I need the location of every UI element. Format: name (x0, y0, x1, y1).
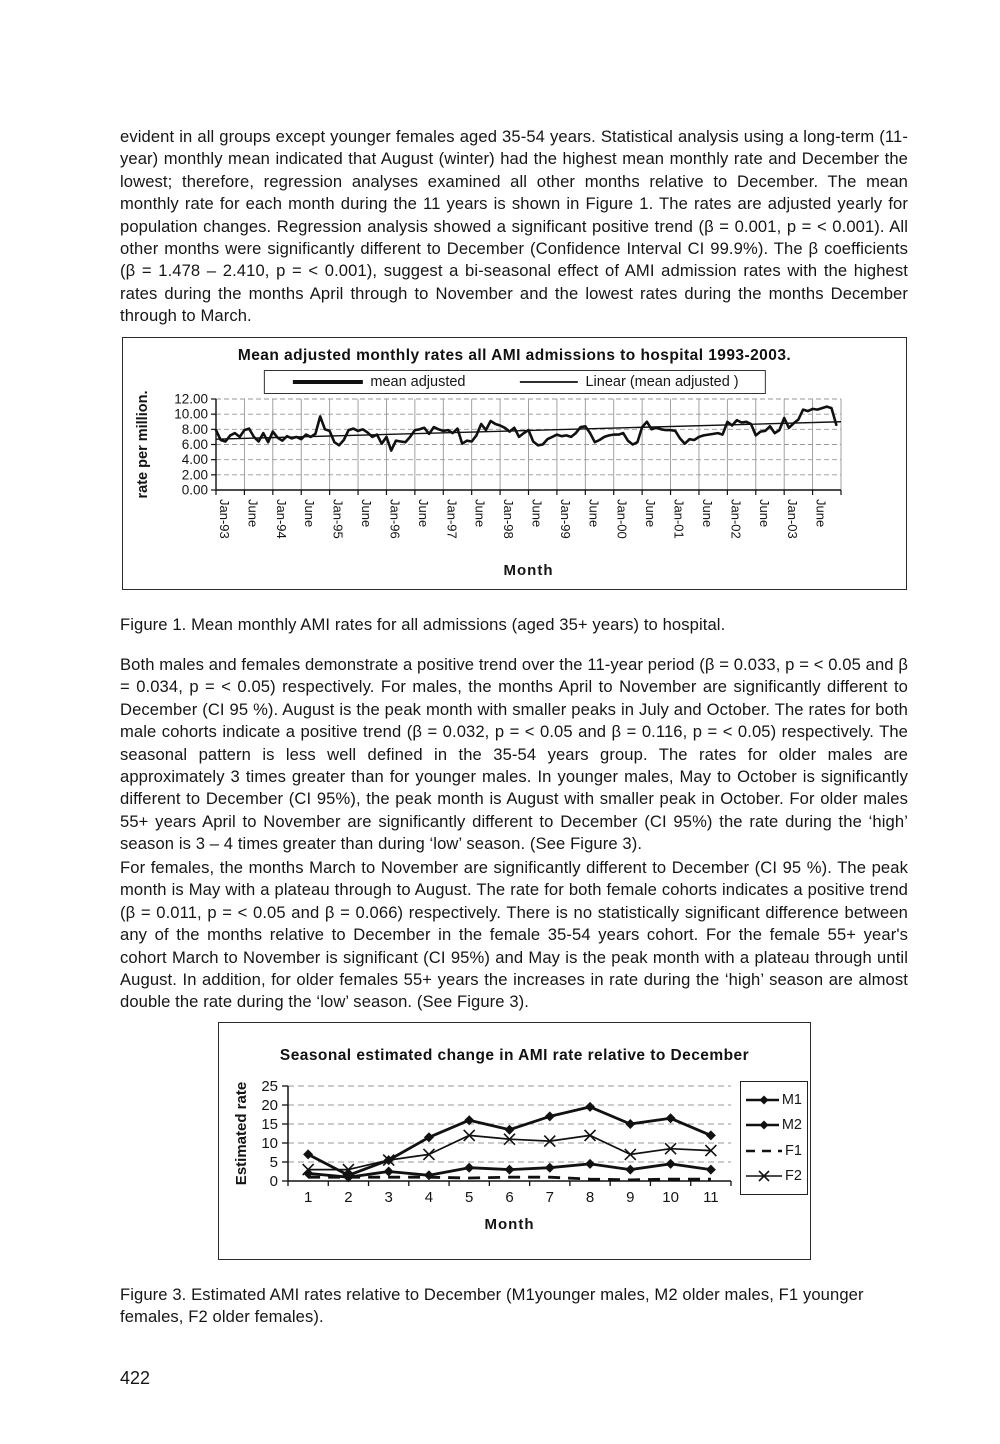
svg-text:1: 1 (304, 1189, 312, 1206)
svg-text:Jan-97: Jan-97 (444, 499, 459, 539)
svg-text:rate per million.: rate per million. (135, 391, 151, 499)
thin-line-sample-icon (519, 381, 578, 383)
legend-item-m2: M2 (746, 1117, 802, 1133)
svg-text:June: June (757, 499, 772, 527)
paragraph-2: Both males and females demonstrate a pos… (120, 655, 908, 854)
svg-text:June: June (245, 499, 260, 527)
diamond-line-sample-icon (746, 1095, 779, 1105)
svg-text:4.00: 4.00 (182, 452, 208, 467)
svg-text:June: June (530, 499, 545, 527)
legend-label-linear: Linear (mean adjusted ) (585, 374, 739, 390)
svg-text:10.00: 10.00 (174, 407, 208, 422)
svg-text:June: June (416, 499, 431, 527)
svg-text:20: 20 (261, 1097, 278, 1114)
svg-text:Estimated rate: Estimated rate (233, 1082, 250, 1185)
svg-text:Jan-02: Jan-02 (728, 499, 743, 539)
legend-item-mean-adjusted: mean adjusted (290, 374, 465, 390)
legend-label-m2: M2 (781, 1117, 802, 1134)
legend-label-mean-adjusted: mean adjusted (370, 374, 466, 390)
svg-text:Month: Month (485, 1216, 535, 1233)
svg-text:25: 25 (261, 1078, 278, 1095)
svg-text:9: 9 (626, 1189, 634, 1206)
svg-text:Jan-95: Jan-95 (331, 499, 346, 539)
svg-text:5: 5 (270, 1154, 278, 1171)
legend-item-linear: Linear (mean adjusted ) (517, 374, 739, 390)
legend-item-f1: F1 (746, 1143, 802, 1159)
svg-text:0.00: 0.00 (182, 483, 208, 498)
svg-text:Jan-03: Jan-03 (785, 499, 800, 539)
svg-text:2: 2 (344, 1189, 352, 1206)
dashed-line-sample-icon (746, 1149, 782, 1153)
paragraph-3: For females, the months March to Novembe… (120, 858, 908, 1012)
svg-text:8: 8 (586, 1189, 594, 1206)
svg-text:11: 11 (703, 1189, 719, 1206)
svg-text:5: 5 (465, 1189, 473, 1206)
svg-text:12.00: 12.00 (174, 392, 208, 407)
page-number: 422 (120, 1368, 151, 1388)
figure-1-caption: Figure 1. Mean monthly AMI rates for all… (120, 615, 726, 634)
svg-text:7: 7 (546, 1189, 554, 1206)
svg-text:Jan-01: Jan-01 (672, 499, 687, 539)
figure-3-legend: M1 M2 F1 F2 (740, 1081, 808, 1195)
svg-text:June: June (586, 499, 601, 527)
legend-label-f2: F2 (785, 1168, 802, 1185)
thick-line-sample-icon (292, 380, 363, 384)
legend-label-f1: F1 (785, 1142, 802, 1159)
svg-text:June: June (700, 499, 715, 527)
legend-item-m1: M1 (746, 1092, 802, 1108)
svg-text:Jan-99: Jan-99 (558, 499, 573, 539)
figure-1-panel: Mean adjusted monthly rates all AMI admi… (122, 337, 907, 590)
svg-text:4: 4 (425, 1189, 433, 1206)
svg-text:2.00: 2.00 (182, 467, 208, 482)
svg-text:3: 3 (385, 1189, 393, 1206)
svg-text:June: June (302, 499, 317, 527)
diamond-line-sample-icon (746, 1120, 779, 1130)
figure-1-legend: mean adjusted Linear (mean adjusted ) (263, 370, 766, 394)
svg-text:Jan-00: Jan-00 (615, 499, 630, 539)
svg-text:Jan-93: Jan-93 (217, 499, 232, 539)
svg-text:10: 10 (261, 1135, 278, 1152)
figure-3-caption: Figure 3. Estimated AMI rates relative t… (120, 1285, 864, 1327)
svg-text:0: 0 (270, 1173, 278, 1190)
figure-3-chart: 25 20 15 10 5 0 1 2 3 4 5 6 7 8 9 10 11 Estimated rate Mon… (233, 1078, 732, 1233)
svg-text:10: 10 (662, 1189, 679, 1206)
legend-label-m1: M1 (781, 1091, 802, 1108)
svg-text:Month: Month (504, 562, 554, 579)
svg-text:Jan-98: Jan-98 (501, 499, 516, 539)
svg-text:June: June (643, 499, 658, 527)
svg-text:June: June (359, 499, 374, 527)
svg-text:June: June (814, 499, 829, 527)
x-marker-line-sample-icon (746, 1170, 782, 1182)
figure-3-chart-title: Seasonal estimated change in AMI rate re… (279, 1047, 750, 1064)
figure-3-panel: 25 20 15 10 5 0 1 2 3 4 5 6 7 8 9 10 11 Estimated rate Mon… (218, 1022, 811, 1260)
svg-text:6: 6 (505, 1189, 513, 1206)
svg-text:June: June (473, 499, 488, 527)
svg-text:15: 15 (261, 1116, 278, 1133)
paragraph-1: evident in all groups except younger fem… (120, 127, 908, 326)
legend-item-f2: F2 (746, 1168, 802, 1184)
svg-text:8.00: 8.00 (182, 422, 208, 437)
figure-1-chart-title: Mean adjusted monthly rates all AMI admi… (237, 347, 792, 364)
svg-text:6.00: 6.00 (182, 437, 208, 452)
svg-text:Jan-94: Jan-94 (274, 499, 289, 539)
svg-text:Jan-96: Jan-96 (387, 499, 402, 539)
